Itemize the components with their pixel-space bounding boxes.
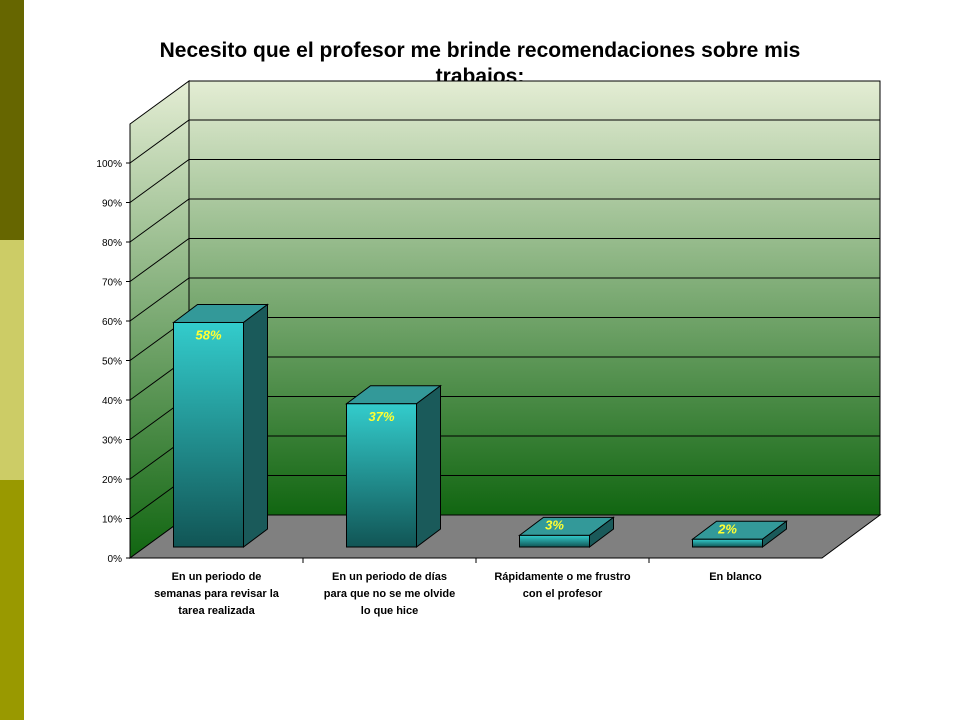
chart-title-line-1: Necesito que el profesor me brinde recom… xyxy=(159,39,801,62)
gridline xyxy=(129,159,880,203)
chart-axes xyxy=(126,162,822,563)
gridline xyxy=(129,198,880,243)
data-label: 2% xyxy=(717,521,737,536)
x-category-label: En un periodo de días para que no se me o… xyxy=(324,571,455,617)
x-category-label: En un periodo de semanas para revisar la t… xyxy=(154,571,280,617)
bar xyxy=(691,520,788,548)
y-tick-label: 20% xyxy=(102,475,122,486)
sidebar-stripe-bottom xyxy=(0,480,24,720)
bar xyxy=(345,384,442,548)
y-tick-label: 70% xyxy=(102,278,122,289)
y-axis-tick-labels: 0% 10% 20% 30% 40% 50% 60% 70% 80% 90% 100% xyxy=(96,159,122,565)
y-tick-label: 90% xyxy=(102,199,122,210)
x-axis-category-labels: En un periodo de semanas para revisar la t… xyxy=(154,571,762,617)
y-tick-label: 80% xyxy=(102,238,122,249)
chart-bars xyxy=(172,303,788,548)
y-tick-label: 60% xyxy=(102,317,122,328)
bar-front-face xyxy=(173,321,244,548)
bar-side-face xyxy=(416,384,441,548)
data-label: 3% xyxy=(545,517,564,532)
y-tick-label: 10% xyxy=(102,515,122,526)
gridline xyxy=(129,277,880,322)
y-tick-label: 0% xyxy=(108,554,123,565)
y-tick-label: 100% xyxy=(96,159,122,170)
bar-front-face xyxy=(519,534,590,548)
gridline xyxy=(129,238,880,282)
data-label: 37% xyxy=(368,409,394,424)
back-wall xyxy=(188,80,881,516)
data-labels: 58% 37% 3% 2% xyxy=(195,327,737,536)
y-tick-label: 40% xyxy=(102,396,122,407)
data-label: 58% xyxy=(195,327,221,342)
sidebar-stripe-middle xyxy=(0,240,24,480)
bar xyxy=(172,303,269,548)
bar-front-face xyxy=(692,538,763,548)
y-tick-label: 50% xyxy=(102,357,122,368)
sidebar-stripe-top xyxy=(0,0,24,240)
y-tick-label: 30% xyxy=(102,436,122,447)
bar-side-face xyxy=(243,303,268,548)
x-category-label: Rápidamente o me frustro con el profesor xyxy=(494,571,631,600)
gridline xyxy=(129,119,880,164)
bar-front-face xyxy=(346,403,417,548)
bar xyxy=(518,516,615,548)
x-category-label: En blanco xyxy=(709,571,762,583)
